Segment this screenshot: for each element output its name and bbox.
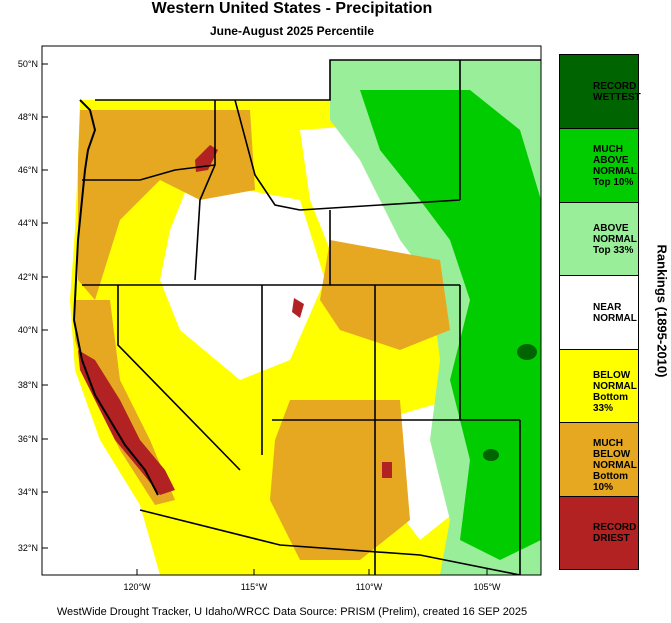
latitude-tick-label: 48°N — [18, 112, 38, 122]
legend: RECORD WETTEST MUCH ABOVE NORMAL Top 10% A… — [559, 54, 641, 570]
region-record-driest-utah — [292, 298, 304, 318]
state-boundaries — [82, 59, 541, 575]
washington-oregon-border — [82, 164, 216, 181]
legend-item-label: MUCH ABOVE NORMAL Top 10% — [593, 144, 637, 189]
coastline — [72, 99, 159, 496]
map-title: Western United States - Precipitation — [151, 0, 433, 17]
legend-title: Rankings (1895-2010) — [654, 244, 670, 378]
longitude-axis: 120°W 115°W 110°W 105°W — [123, 569, 501, 592]
longitude-tick-label: 110°W — [356, 582, 383, 592]
region-record-wettest-colorado — [517, 344, 537, 360]
california-nevada-border — [117, 285, 241, 471]
region-record-driest-new-mexico — [382, 462, 392, 478]
region-record-driest-california — [78, 350, 175, 495]
legend-item: RECORD WETTEST — [560, 55, 641, 129]
credits: WestWide Drought Tracker, U Idaho/WRCC D… — [56, 606, 528, 618]
latitude-tick-label: 36°N — [18, 434, 38, 444]
latitude-tick-label: 34°N — [18, 487, 38, 497]
legend-item: MUCH BELOW NORMAL Bottom 10% — [560, 422, 638, 496]
legend-item: ABOVE NORMAL Top 33% — [560, 201, 638, 276]
montana-wyoming-border — [299, 199, 461, 211]
region-record-driest-idaho — [195, 145, 218, 172]
longitude-tick-label: 105°W — [473, 582, 501, 592]
latitude-tick-label: 50°N — [18, 59, 38, 69]
latitude-tick-label: 46°N — [18, 165, 38, 175]
latitude-tick-label: 32°N — [18, 543, 38, 553]
map-frame — [41, 45, 542, 576]
us-mexico-border — [139, 509, 521, 575]
legend-item: MUCH ABOVE NORMAL Top 10% — [560, 128, 638, 202]
legend-item-label: MUCH BELOW NORMAL Bottom 10% — [593, 437, 637, 493]
map-subtitle: June-August 2025 Percentile — [209, 24, 375, 38]
legend-item-label: ABOVE NORMAL Top 33% — [593, 223, 637, 257]
canada-border — [95, 59, 541, 101]
legend-item: RECORD DRIEST — [560, 495, 638, 569]
latitude-tick-label: 38°N — [18, 380, 38, 390]
longitude-tick-label: 115°W — [241, 582, 268, 592]
latitude-axis: 50°N 48°N 46°N 44°N 42°N 40°N 38°N 36°N 34°N 32°N — [18, 59, 48, 553]
legend-item: NEAR NORMAL — [560, 275, 638, 349]
longitude-tick-label: 120°W — [123, 582, 151, 592]
latitude-tick-label: 44°N — [18, 218, 38, 228]
idaho-montana-border — [234, 99, 301, 211]
idaho-west-border — [194, 100, 216, 281]
legend-item-label: NEAR NORMAL — [593, 301, 637, 324]
legend-item: BELOW NORMAL Bottom 33% — [560, 348, 638, 423]
legend-item-label: RECORD WETTEST — [593, 80, 641, 103]
latitude-tick-label: 40°N — [18, 325, 38, 335]
legend-item-label: RECORD DRIEST — [593, 522, 637, 545]
region-record-wettest-new-mexico — [483, 449, 499, 461]
region-much-below-normal-utah-colorado — [320, 240, 450, 350]
region-near-normal-idaho-nevada — [160, 180, 325, 380]
region-much-above-normal-plains — [360, 90, 541, 560]
region-much-below-normal-four-corners — [270, 400, 410, 560]
legend-item-label: BELOW NORMAL Bottom 33% — [593, 369, 637, 414]
latitude-tick-label: 42°N — [18, 272, 38, 282]
